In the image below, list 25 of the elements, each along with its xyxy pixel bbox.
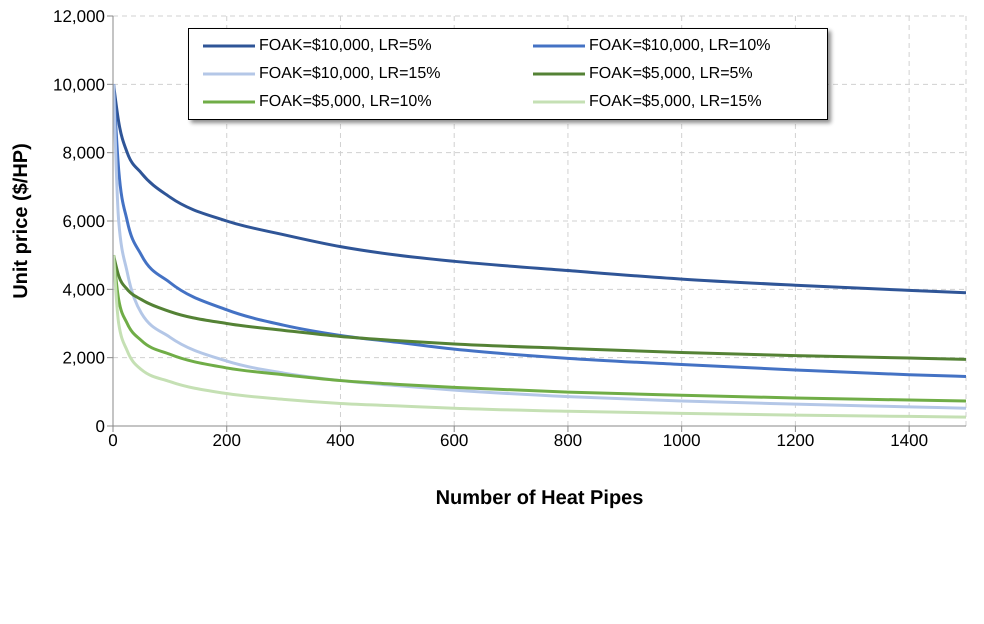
y-tick-label: 6,000 — [62, 212, 105, 232]
x-tick-label: 600 — [440, 431, 468, 450]
x-tick-label: 1200 — [776, 431, 814, 450]
x-tick-label: 1000 — [662, 431, 701, 450]
x-tick-label: 400 — [326, 431, 355, 450]
legend-label: FOAK=$10,000, LR=15% — [259, 65, 440, 83]
y-tick-label: 12,000 — [53, 7, 105, 26]
y-axis-title: Unit price ($/HP) — [10, 143, 32, 299]
x-tick-label: 1400 — [890, 431, 928, 450]
y-tick-label: 2,000 — [62, 348, 105, 368]
y-tick-label: 0 — [96, 417, 105, 436]
y-tick-label: 8,000 — [62, 144, 105, 163]
y-tick-label: 10,000 — [53, 75, 105, 94]
legend-label: FOAK=$5,000, LR=5% — [589, 65, 753, 83]
y-tick-label: 4,000 — [62, 280, 105, 300]
x-tick-label: 0 — [108, 431, 118, 450]
legend-label: FOAK=$10,000, LR=10% — [589, 37, 770, 55]
x-tick-label: 800 — [554, 431, 582, 450]
x-tick-label: 200 — [212, 431, 241, 450]
x-axis-title: Number of Heat Pipes — [436, 487, 644, 509]
legend-label: FOAK=$5,000, LR=15% — [589, 93, 762, 111]
legend-label: FOAK=$10,000, LR=5% — [259, 37, 432, 55]
legend-label: FOAK=$5,000, LR=10% — [259, 93, 432, 111]
line-series — [113, 254, 966, 361]
line-series — [113, 82, 966, 294]
